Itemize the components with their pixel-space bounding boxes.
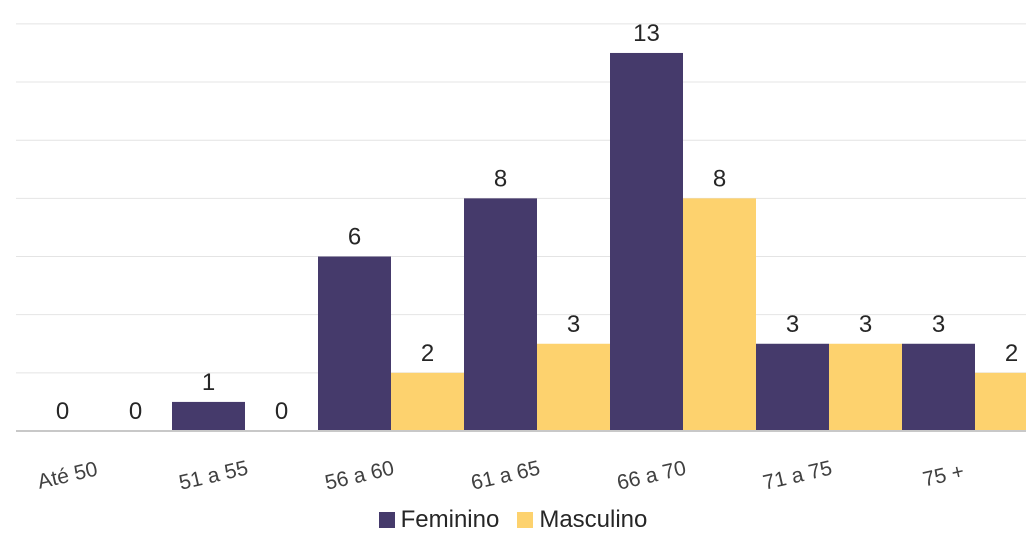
bar-masculino-3	[537, 343, 610, 431]
bar-masculino-2	[391, 372, 464, 431]
x-tick-label-5: 71 a 75	[761, 457, 834, 495]
bar-masculino-6	[975, 372, 1026, 431]
legend-item-series-0: Feminino	[378, 506, 500, 533]
bar-masculino-4	[683, 198, 756, 431]
data-label-feminino-3: 8	[494, 165, 507, 192]
bar-feminino-4	[610, 52, 683, 432]
bar-feminino-6	[902, 343, 975, 431]
data-label-masculino-1: 0	[275, 398, 288, 425]
data-label-masculino-4: 8	[713, 165, 726, 192]
data-label-masculino-6: 2	[1005, 340, 1018, 367]
x-tick-label-2: 56 a 60	[323, 457, 396, 495]
bar-feminino-2	[318, 256, 391, 431]
legend-label-series-0: Feminino	[400, 506, 500, 533]
bar-feminino-3	[464, 198, 537, 431]
x-tick-label-3: 61 a 65	[469, 457, 542, 495]
data-label-feminino-5: 3	[786, 311, 799, 338]
data-label-feminino-0: 0	[56, 398, 69, 425]
legend: Feminino Masculino	[0, 506, 1026, 533]
data-label-feminino-4: 13	[633, 20, 660, 47]
bar-masculino-5	[829, 343, 902, 431]
data-label-feminino-2: 6	[348, 224, 361, 251]
data-label-masculino-3: 3	[567, 311, 580, 338]
data-label-masculino-5: 3	[859, 311, 872, 338]
data-label-feminino-1: 1	[202, 369, 215, 396]
data-label-feminino-6: 3	[932, 311, 945, 338]
x-tick-label-4: 66 a 70	[615, 457, 688, 495]
legend-swatch-series-0	[378, 512, 395, 528]
x-tick-label-6: 75 +	[921, 460, 967, 492]
legend-item-series-1: Masculino	[517, 506, 647, 533]
legend-swatch-series-1	[517, 512, 534, 528]
data-label-masculino-2: 2	[421, 340, 434, 367]
legend-label-series-1: Masculino	[539, 506, 648, 533]
data-label-masculino-0: 0	[129, 398, 142, 425]
x-tick-label-1: 51 a 55	[177, 457, 250, 495]
x-tick-label-0: Até 50	[35, 458, 99, 494]
bar-feminino-1	[172, 401, 245, 431]
bar-feminino-5	[756, 343, 829, 431]
